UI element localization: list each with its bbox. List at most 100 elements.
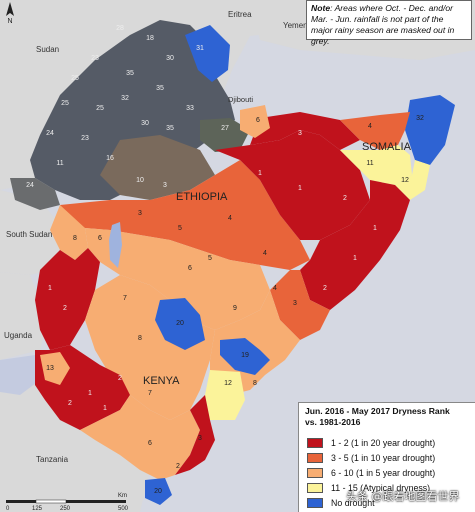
svg-text:24: 24 — [46, 130, 54, 137]
masked-region-west — [10, 178, 60, 210]
svg-text:33: 33 — [186, 105, 194, 112]
legend-swatch-1 — [307, 438, 323, 448]
north-arrow-icon: N — [6, 2, 14, 25]
label-uganda: Uganda — [4, 331, 33, 340]
svg-text:3: 3 — [163, 182, 167, 189]
region-somalia-north-orange — [340, 112, 410, 150]
svg-text:27: 27 — [221, 125, 229, 132]
region-kenya-yellow — [205, 370, 245, 420]
svg-text:7: 7 — [123, 295, 127, 302]
svg-text:18: 18 — [146, 35, 154, 42]
svg-text:500: 500 — [118, 506, 129, 512]
legend-title-line1: Jun. 2016 - May 2017 Dryness Rank — [305, 406, 450, 416]
svg-text:3: 3 — [293, 300, 297, 307]
region-numbers: 28 18 23 25 35 30 25 25 24 23 32 35 33 3… — [26, 25, 424, 495]
svg-text:11: 11 — [366, 160, 373, 167]
svg-text:4: 4 — [228, 215, 232, 222]
svg-text:11: 11 — [56, 160, 63, 167]
label-somalia: SOMALIA — [362, 141, 412, 153]
masked-region-north — [30, 20, 235, 200]
label-sudan: Sudan — [36, 45, 59, 54]
no-drought-kenya-garissa — [220, 338, 270, 375]
legend: Jun. 2016 - May 2017 Dryness Rank vs. 19… — [298, 402, 475, 512]
svg-text:25: 25 — [71, 75, 79, 82]
label-kenya: KENYA — [143, 375, 180, 387]
svg-text:2: 2 — [343, 195, 347, 202]
note-text: : Areas where Oct. - Dec. and/or Mar. - … — [311, 3, 455, 46]
label-yemen: Yemen — [283, 21, 308, 30]
svg-text:16: 16 — [106, 155, 114, 162]
region-kenya-south-light — [80, 395, 200, 480]
svg-text:19: 19 — [241, 352, 249, 359]
watermark: 头条 @跟着地图看世界 — [346, 490, 460, 503]
land-uganda — [0, 272, 45, 360]
lake-victoria — [0, 355, 40, 395]
svg-text:125: 125 — [32, 506, 43, 512]
svg-text:6: 6 — [188, 265, 192, 272]
svg-text:1: 1 — [48, 285, 52, 292]
svg-text:4: 4 — [368, 123, 372, 130]
label-eritrea: Eritrea — [228, 10, 252, 19]
svg-text:3: 3 — [138, 210, 142, 217]
region-kenya-east-light — [210, 290, 300, 395]
svg-text:8: 8 — [253, 380, 257, 387]
no-drought-kenya-wajir — [155, 298, 205, 350]
svg-text:9: 9 — [233, 305, 237, 312]
svg-text:32: 32 — [416, 115, 424, 122]
svg-text:1: 1 — [298, 185, 302, 192]
note-bold: Note — [311, 3, 331, 13]
legend-label-5: No drought — [331, 498, 375, 508]
region-somalia-central-red — [300, 180, 410, 310]
svg-text:6: 6 — [148, 440, 152, 447]
no-drought-kenya-coast — [145, 478, 172, 505]
svg-text:8: 8 — [73, 235, 77, 242]
no-drought-somalia-ne — [405, 95, 455, 165]
land-tanzania — [0, 380, 150, 512]
lake-turkana — [109, 222, 122, 268]
svg-text:6: 6 — [256, 117, 260, 124]
label-south-sudan: South Sudan — [6, 230, 52, 239]
legend-swatch-4 — [307, 483, 323, 493]
region-djibouti-light — [240, 105, 270, 138]
svg-text:12: 12 — [224, 380, 232, 387]
svg-text:25: 25 — [96, 105, 104, 112]
svg-text:20: 20 — [176, 320, 184, 327]
svg-text:3: 3 — [198, 435, 202, 442]
legend-title: Jun. 2016 - May 2017 Dryness Rank vs. 19… — [305, 406, 475, 428]
region-kenya-central-light — [85, 275, 215, 420]
legend-swatch-3 — [307, 468, 323, 478]
svg-text:N: N — [7, 18, 12, 25]
svg-text:32: 32 — [121, 95, 129, 102]
svg-text:6: 6 — [98, 235, 102, 242]
legend-swatch-2 — [307, 453, 323, 463]
svg-text:8: 8 — [138, 335, 142, 342]
region-ethiopia-sw-light — [50, 205, 88, 260]
svg-text:5: 5 — [208, 255, 212, 262]
legend-label-1: 1 - 2 (1 in 20 year drought) — [331, 438, 436, 448]
legend-label-2: 3 - 5 (1 in 10 year drought) — [331, 453, 436, 463]
legend-item-5: No drought — [307, 497, 375, 509]
svg-text:20: 20 — [154, 488, 162, 495]
svg-text:5: 5 — [178, 225, 182, 232]
svg-text:3: 3 — [298, 130, 302, 137]
masked-region-olive — [200, 118, 250, 152]
svg-text:2: 2 — [68, 400, 72, 407]
land-south-sudan — [0, 190, 70, 275]
svg-text:4: 4 — [273, 285, 277, 292]
svg-text:23: 23 — [91, 55, 99, 62]
svg-text:35: 35 — [166, 125, 174, 132]
region-somaliland-red — [250, 112, 360, 150]
svg-text:35: 35 — [156, 85, 164, 92]
svg-text:7: 7 — [148, 390, 152, 397]
svg-text:Km: Km — [118, 493, 127, 499]
svg-text:35: 35 — [126, 70, 134, 77]
masked-region-brown — [100, 135, 215, 200]
svg-text:13: 13 — [46, 365, 54, 372]
region-ethiopia-south — [60, 160, 310, 270]
note-box: Note: Areas where Oct. - Dec. and/or Mar… — [306, 0, 472, 46]
label-ethiopia: ETHIOPIA — [176, 191, 228, 203]
svg-text:24: 24 — [26, 182, 34, 189]
svg-text:30: 30 — [166, 55, 174, 62]
scale-bar: 0 125 250 500 Km — [6, 493, 129, 512]
svg-text:25: 25 — [61, 100, 69, 107]
